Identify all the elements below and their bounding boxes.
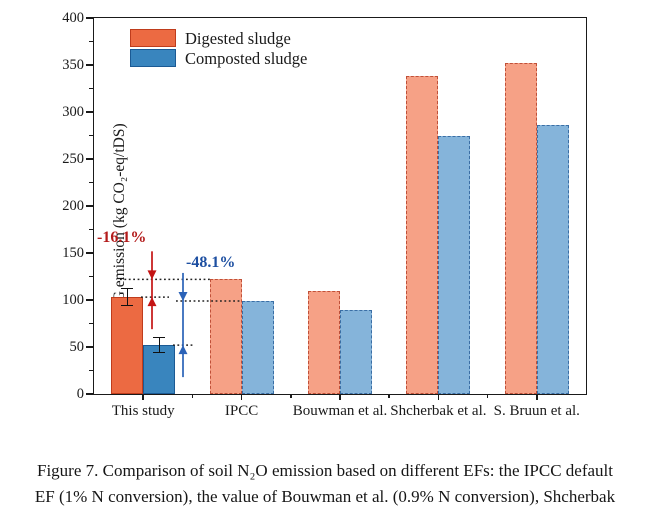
x-tick-minor	[290, 394, 292, 398]
chart-plot-area: GHG emission (kg CO₂-eq/tDS) Digested sl…	[62, 10, 587, 419]
x-tick-major	[437, 394, 440, 400]
arrowhead-down-icon	[178, 291, 188, 301]
bar-digested-sludge-s-bruun-et-al	[504, 63, 537, 394]
y-tick-label: 200	[62, 198, 84, 214]
bar-digested-sludge-ipcc	[209, 279, 242, 394]
error-bar-line	[158, 337, 160, 353]
y-tick-label: 50	[69, 339, 85, 355]
annotation-label-48-1: -48.1%	[186, 254, 236, 271]
y-tick-minor	[89, 40, 93, 43]
arrowhead-down-icon	[147, 270, 157, 280]
x-tick-major	[142, 394, 144, 400]
bar-composted-sludge-s-bruun-et-al	[536, 125, 569, 394]
x-tick-minor	[486, 394, 489, 398]
y-tick-minor	[89, 369, 93, 372]
y-tick-minor	[89, 134, 93, 137]
x-tick-minor	[388, 394, 390, 398]
x-tick-major	[240, 394, 243, 400]
y-tick-major	[86, 205, 93, 207]
bar-composted-sludge-ipcc	[241, 300, 274, 394]
y-tick-major	[86, 252, 93, 254]
y-tick-label: 150	[62, 245, 84, 261]
y-tick-major	[86, 64, 93, 66]
y-tick-major	[86, 158, 93, 160]
legend-swatch-digested-sludge	[130, 29, 176, 47]
error-bar-line	[126, 288, 128, 306]
y-tick-label: 100	[62, 292, 84, 308]
y-tick-major	[86, 393, 93, 395]
bar-digested-sludge-bouwman-et-al	[308, 290, 340, 394]
figure-caption: Figure 7. Comparison of soil N₂O emissio…	[0, 458, 650, 510]
y-tick-major	[86, 346, 93, 348]
legend-row-composted-sludge: Composted sludge	[130, 48, 307, 68]
bar-digested-sludge-this-study	[111, 297, 144, 394]
x-category-label-shcherbak-et-al: Shcherbak et al.	[390, 403, 487, 419]
legend-row-digested-sludge: Digested sludge	[130, 28, 307, 48]
x-category-label-s-bruun-et-al: S. Bruun et al.	[493, 403, 580, 419]
error-bar-cap-top	[121, 288, 134, 290]
y-tick-minor	[89, 275, 93, 278]
bar-composted-sludge-bouwman-et-al	[340, 310, 372, 394]
x-tick-minor	[191, 394, 194, 398]
x-category-label-bouwman-et-al: Bouwman et al.	[292, 403, 388, 419]
y-tick-major	[86, 111, 93, 113]
error-bar-cap-top	[153, 336, 166, 339]
y-tick-label: 400	[62, 10, 84, 26]
bar-digested-sludge-shcherbak-et-al	[406, 76, 439, 394]
x-category-label-ipcc: IPCC	[224, 403, 259, 419]
y-tick-major	[86, 17, 93, 19]
error-bar-cap-bottom	[153, 351, 166, 354]
legend-swatch-composted-sludge	[130, 49, 176, 67]
legend-label: Digested sludge	[185, 28, 291, 48]
figure-caption-line2: EF (1% N conversion), the value of Bouwm…	[34, 487, 616, 506]
arrowhead-up-icon	[147, 297, 157, 307]
y-tick-minor	[89, 322, 93, 325]
annotation-label-16-1: -16.1%	[97, 229, 147, 246]
error-bar-cap-bottom	[121, 304, 134, 307]
y-tick-label: 300	[62, 104, 84, 120]
arrowhead-up-icon	[178, 345, 188, 355]
y-tick-minor	[89, 228, 93, 231]
y-tick-major	[86, 299, 93, 301]
x-tick-major	[339, 394, 341, 400]
chart-legend: Digested sludge Composted sludge	[130, 28, 307, 68]
x-category-label-this-study: This study	[111, 403, 175, 419]
y-tick-label: 250	[62, 151, 84, 167]
bar-composted-sludge-shcherbak-et-al	[438, 135, 471, 394]
x-tick-major	[536, 394, 538, 400]
y-tick-label: 350	[62, 57, 84, 73]
legend-label: Composted sludge	[185, 48, 308, 68]
y-tick-label: 0	[76, 386, 84, 402]
y-tick-minor	[89, 87, 93, 90]
figure-caption-line1: Figure 7. Comparison of soil N₂O emissio…	[37, 461, 613, 480]
y-tick-minor	[89, 181, 93, 184]
